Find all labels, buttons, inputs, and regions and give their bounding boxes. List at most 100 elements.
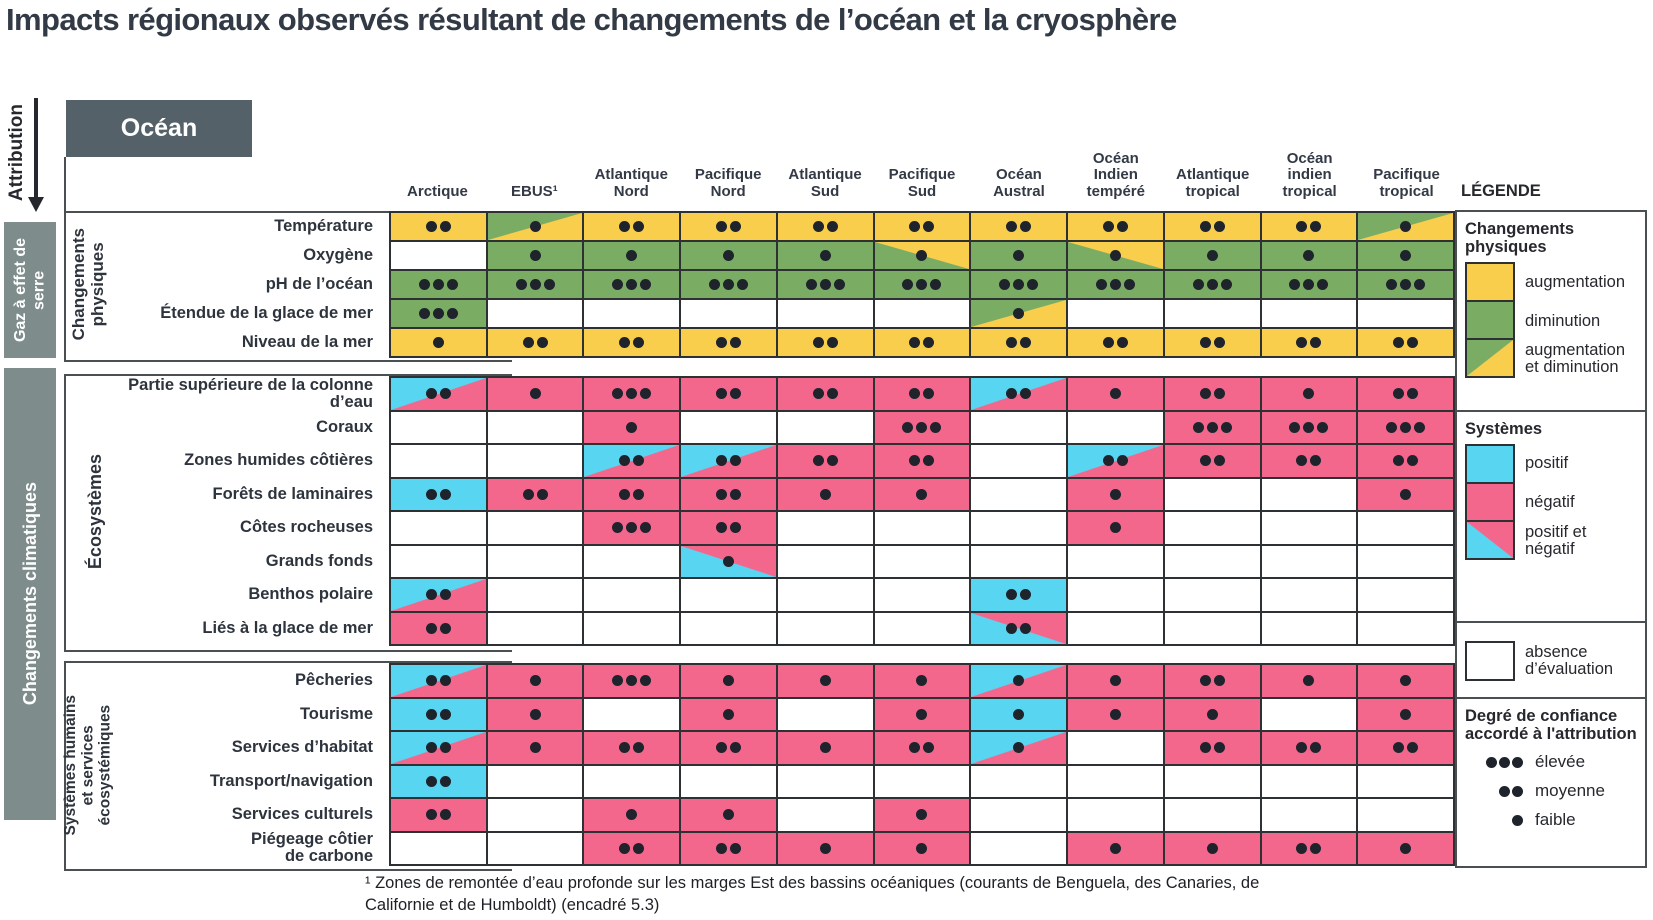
matrix-cell-changements-physiques-r1-c4: [777, 242, 873, 269]
confidence-dot-icon: [446, 308, 458, 319]
column-header: Atlantique Sud: [788, 166, 862, 201]
confidence-dot-icon: [1289, 279, 1301, 290]
matrix-cell-systemes-humains-r5-c6: [971, 832, 1067, 864]
confidence-dot-icon: [626, 388, 638, 400]
bracket-physique: [64, 211, 512, 362]
confidence-dot-icon: [1020, 221, 1032, 232]
confidence-dot-icon: [730, 337, 742, 348]
matrix-cell-ecosystemes-r2-c8: [1164, 445, 1260, 477]
column-header: Océan indien tropical: [1282, 149, 1337, 201]
confidence-dot-icon: [1407, 337, 1419, 348]
confidence-dot-icon: [1213, 388, 1225, 400]
sidebar-changements-climatiques: Changements climatiques: [4, 368, 56, 820]
confidence-dot-icon: [819, 842, 831, 854]
matrix-cell-ecosystemes-r6-c7: [1068, 579, 1163, 611]
confidence-dot-icon: [1095, 279, 1107, 290]
legend-label-augmentation-diminution: augmentation et diminution: [1525, 340, 1625, 377]
matrix-cell-changements-physiques-r3-c2: [584, 300, 680, 327]
confidence-dot-icon: [812, 221, 824, 232]
confidence-dot-icon: [723, 809, 735, 821]
confidence-dot-icon: [640, 522, 652, 534]
matrix-cell-changements-physiques-r3-c0: [391, 300, 486, 327]
confidence-dot-icon: [930, 279, 942, 290]
confidence-dot-icon: [737, 279, 749, 290]
confidence-dot-icon: [626, 421, 638, 433]
confidence-dot-icon: [425, 221, 437, 232]
matrix-cell-ecosystemes-r1-c4: [777, 411, 873, 443]
matrix-cell-systemes-humains-r4-c3: [681, 799, 776, 831]
confidence-dot-icon: [1006, 622, 1018, 634]
matrix-cell-ecosystemes-r2-c2: [584, 445, 680, 477]
matrix-cell-systemes-humains-r2-c1: [487, 732, 583, 764]
confidence-dot-icon: [619, 221, 631, 232]
matrix-changements-physiques: [389, 211, 1455, 358]
matrix-cell-ecosystemes-r5-c1: [487, 545, 583, 577]
swatch-negatif: [1465, 482, 1515, 523]
matrix-cell-changements-physiques-r0-c1: [487, 213, 583, 240]
matrix-cell-ecosystemes-r3-c2: [584, 478, 680, 510]
matrix-cell-ecosystemes-r0-c8: [1164, 378, 1260, 410]
matrix-cell-ecosystemes-r4-c7: [1068, 512, 1163, 544]
confidence-dot-icon: [439, 488, 451, 500]
matrix-cell-systemes-humains-r3-c8: [1164, 765, 1260, 797]
matrix-cell-systemes-humains-r1-c5: [874, 698, 970, 730]
matrix-cell-ecosystemes-r0-c4: [777, 378, 873, 410]
confidence-dot-icon: [916, 421, 928, 433]
matrix-cell-ecosystemes-r6-c6: [971, 579, 1067, 611]
confidence-dot-icon: [723, 250, 735, 261]
footnote: ¹ Zones de remontée d’eau profonde sur l…: [365, 874, 1260, 915]
legend-label-faible: faible: [1535, 810, 1576, 830]
matrix-cell-systemes-humains-r4-c1: [487, 799, 583, 831]
confidence-dot-icon: [1116, 455, 1128, 467]
confidence-dot-icon: [439, 675, 451, 687]
matrix-cell-ecosystemes-r1-c1: [487, 411, 583, 443]
matrix-cell-ecosystemes-r1-c2: [584, 411, 680, 443]
confidence-dot-icon: [619, 488, 631, 500]
confidence-dot-icon: [819, 250, 831, 261]
matrix-cell-ecosystemes-r4-c3: [681, 512, 776, 544]
confidence-dot-icon: [1289, 421, 1301, 433]
matrix-cell-systemes-humains-r5-c4: [777, 832, 873, 864]
matrix-cell-changements-physiques-r3-c3: [681, 300, 776, 327]
legend-label-elevee: élevée: [1535, 752, 1586, 772]
row-labels-systemes-humains: Pêcheries Tourisme Services d’habitat Trans…: [92, 663, 382, 866]
confidence-dot-icon: [1393, 388, 1405, 400]
matrix-cell-ecosystemes-r6-c5: [874, 579, 970, 611]
confidence-dot-icon: [1414, 421, 1426, 433]
attribution-arrow-head-icon: [28, 197, 44, 212]
bracket-systemes-humains: [64, 661, 512, 871]
matrix-cell-systemes-humains-r0-c6: [971, 665, 1067, 697]
confidence-dot-icon: [902, 421, 914, 433]
matrix-cell-systemes-humains-r2-c7: [1068, 732, 1163, 764]
matrix-cell-changements-physiques-r0-c5: [874, 213, 970, 240]
matrix-cell-changements-physiques-r3-c7: [1068, 300, 1163, 327]
confidence-dot-icon: [1206, 250, 1218, 261]
confidence-dot-icon: [909, 221, 921, 232]
legend-confidence-title: Degré de confiance accordé à l'attributi…: [1465, 707, 1637, 744]
confidence-dot-icon: [1206, 842, 1218, 854]
confidence-dot-icon: [1317, 421, 1329, 433]
confidence-dot-icon: [1213, 675, 1225, 687]
matrix-cell-ecosystemes-r7-c1: [487, 612, 583, 644]
matrix-cell-ecosystemes-r3-c9: [1261, 478, 1357, 510]
matrix-cell-ecosystemes-r4-c4: [777, 512, 873, 544]
matrix-cell-systemes-humains-r2-c3: [681, 732, 776, 764]
legend-panel: Changements physiques augmentation dimin…: [1455, 210, 1647, 868]
matrix-cell-ecosystemes-r3-c4: [777, 478, 873, 510]
matrix-cell-systemes-humains-r4-c9: [1261, 799, 1357, 831]
confidence-dot-icon: [1499, 756, 1510, 768]
row-label: Piégeage côtier de carbone: [251, 830, 373, 866]
matrix-cell-ecosystemes-r4-c0: [391, 512, 486, 544]
confidence-dot-icon: [916, 279, 928, 290]
confidence-dot-icon: [833, 279, 845, 290]
matrix-cell-changements-physiques-r1-c2: [584, 242, 680, 269]
matrix-cell-changements-physiques-r4-c9: [1261, 329, 1357, 356]
confidence-dots-high: [1465, 756, 1523, 768]
matrix-cell-ecosystemes-r2-c9: [1261, 445, 1357, 477]
confidence-dot-icon: [1199, 742, 1211, 754]
confidence-dot-icon: [1027, 279, 1039, 290]
confidence-dot-icon: [1109, 708, 1121, 720]
confidence-dot-icon: [619, 337, 631, 348]
row-label: Partie supérieure de la colonne d’eau: [128, 375, 373, 411]
confidence-dot-icon: [633, 337, 645, 348]
